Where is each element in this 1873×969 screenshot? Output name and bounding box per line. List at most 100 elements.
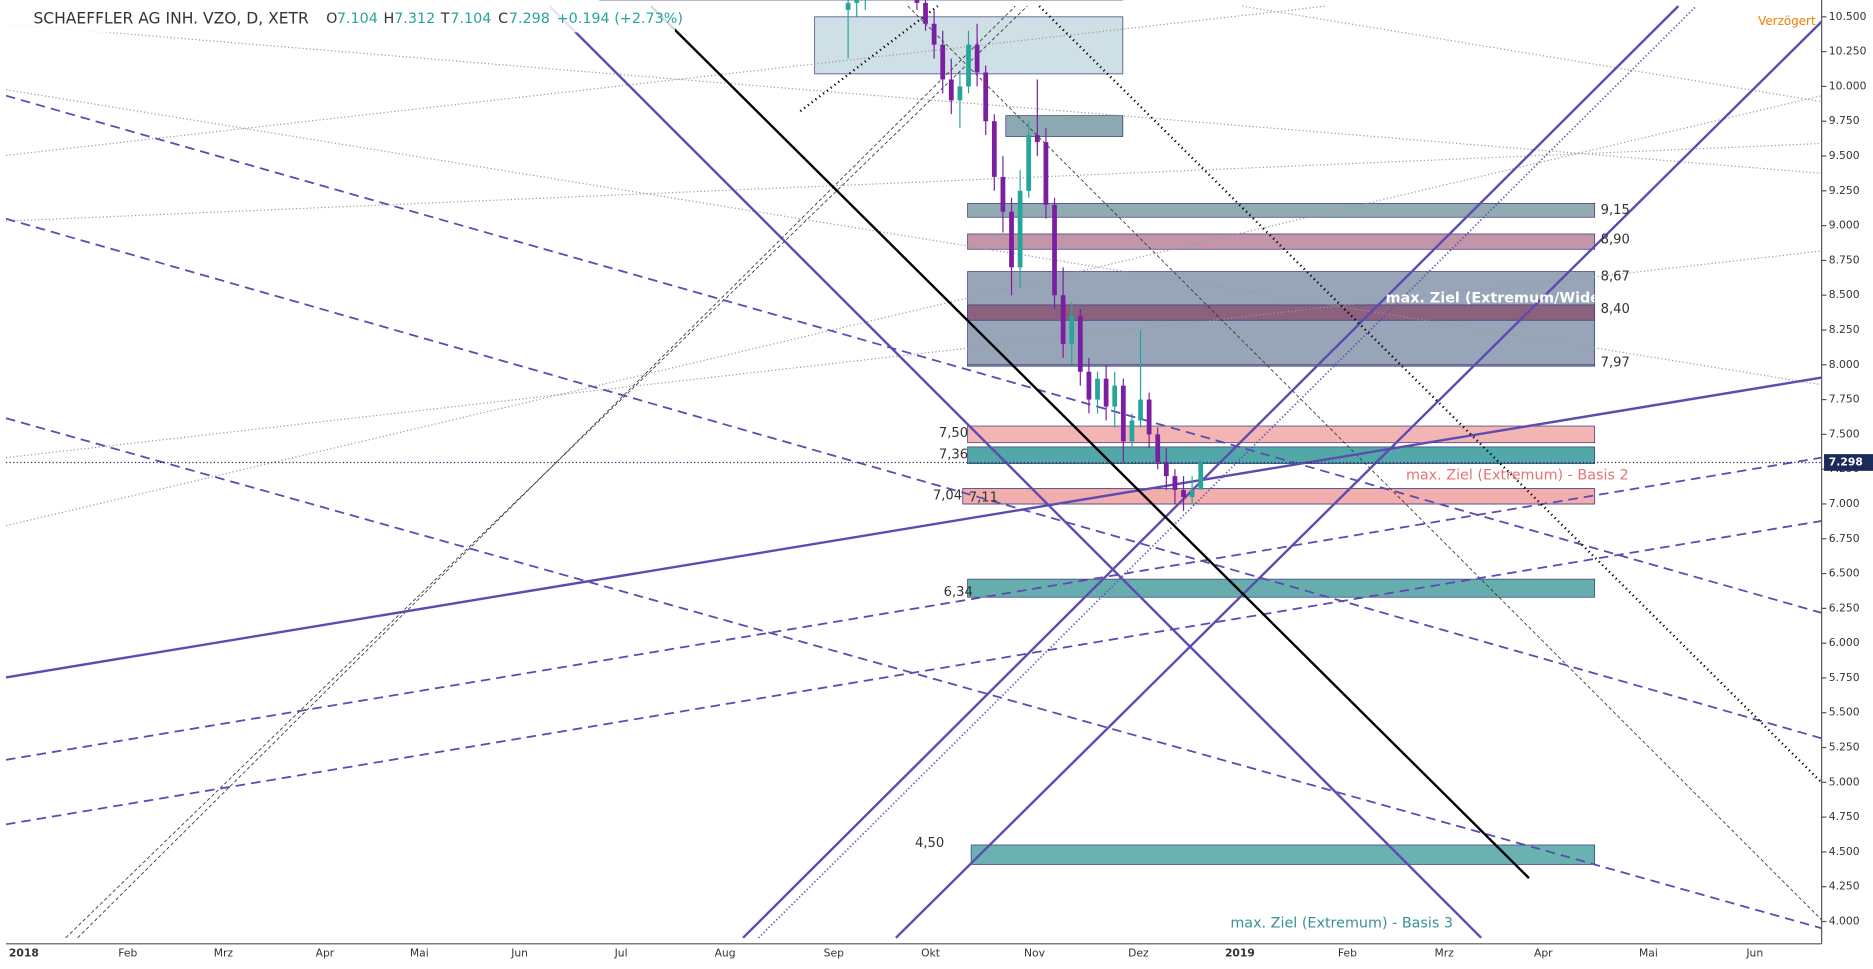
candle-body [931,23,937,45]
y-tick-label: 6.250 [1829,601,1860,614]
y-tick-label: 5.500 [1829,706,1860,719]
trend-lines [5,5,1822,939]
annotation: max. Ziel (Extremum) - Basis 3 [1230,915,1453,931]
x-tick-label: 2019 [1225,946,1255,959]
candle-body [1034,135,1040,143]
candles [845,0,1204,511]
delay-note: Verzögert [1758,14,1816,28]
trend-line [5,23,1822,174]
trend-line [5,456,1822,761]
zone [967,364,1596,367]
candle-body [1189,490,1195,498]
candle-body [966,44,971,87]
zone-label: 7,36 [939,448,968,463]
trend-line [5,376,1822,679]
zone [970,844,1596,865]
annotation-clip: max. Ziel (Extremum/Widerst [1386,291,1623,307]
zone [1005,115,1124,137]
candle-body [1155,434,1161,463]
x-tick-label: Apr [1534,946,1553,959]
x-tick-label: Jun [1745,946,1763,959]
candle-body [1017,190,1023,268]
trend-line [65,5,1028,939]
y-tick-label: 4.750 [1829,810,1860,823]
candle-body [1129,420,1135,442]
candle-body [940,44,946,80]
zone-label: 6,34 [944,585,973,600]
x-tick-label: Aug [715,946,736,959]
zone-label: 8,67 [1601,270,1630,285]
trend-line [895,20,1822,939]
y-tick-label: 5.250 [1829,741,1860,754]
y-tick-label: 6.750 [1829,532,1860,545]
last-price-label: 7.298 [1829,455,1863,468]
zone [967,446,1596,464]
x-tick-label: Feb [1338,946,1357,959]
zone [967,578,1596,598]
candle-body [1163,462,1169,477]
candle-body [1086,371,1092,400]
x-tick-label: Feb [118,946,137,959]
trend-line [548,5,1483,939]
y-tick-label: 8.250 [1829,323,1860,336]
y-tick-label: 8.500 [1829,288,1860,301]
y-tick-label: 10.000 [1829,79,1867,92]
symbol: SCHAEFFLER AG INH. VZO, D, XETR [33,10,309,28]
header-value: 7.298 [509,11,550,27]
candle-body [1146,399,1152,435]
x-tick-label: 2018 [9,946,39,959]
y-tick-label: 10.500 [1829,10,1867,23]
x-tick-label: Mrz [1434,946,1454,959]
candle-body [1000,176,1006,212]
header-label: C [498,11,508,27]
candle-body [923,2,928,24]
y-tick-label: 4.250 [1829,880,1860,893]
y-tick-label: 9.000 [1829,219,1860,232]
candle-body [983,72,989,122]
x-tick-label: Mai [1639,946,1658,959]
x-tick-label: Apr [316,946,335,959]
candle-body [845,2,851,10]
candle-body [1120,385,1126,442]
candle-body [1172,476,1178,491]
zone [967,233,1596,250]
trend-line [5,417,1822,930]
axes: 4.000 4.250 4.500 4.750 5.000 5.250 5.500 5.750… [9,10,1873,959]
y-tick-label: 9.250 [1829,184,1860,197]
y-tick-label: 8.750 [1829,253,1860,266]
candle-body [1198,462,1204,490]
zone-label: 7,04 [933,488,962,503]
zone-label: 7,11 [969,491,998,506]
y-tick-label: 9.500 [1829,149,1860,162]
annotation: max. Ziel (Extremum) - Basis 2 [1406,468,1629,484]
header: SCHAEFFLER AG INH. VZO, D, XETR O 7.104 … [5,3,683,33]
x-tick-label: Mai [410,946,429,959]
header-value: 7.104 [337,11,378,27]
candle-body [1043,142,1049,205]
y-tick-label: 7.000 [1829,497,1860,510]
x-tick-label: Okt [921,946,940,959]
zone-labels: 9,15 8,90 8,67 8,40 7,97 7,50 7,36 7,04 … [915,203,1630,851]
x-tick-label: Jul [614,946,628,959]
candle-body [854,0,860,3]
trend-line [5,217,1822,740]
zone-label: 9,15 [1601,203,1630,218]
x-tick-label: Sep [824,946,844,959]
x-tick-label: Jun [510,946,528,959]
header-label: H [383,11,394,27]
annotation: max. Ziel (Extremum/Widerst [1386,291,1623,307]
candle-body [1077,316,1083,372]
candle-body [957,86,963,101]
trend-line [799,5,939,113]
trend-line [1242,5,1822,103]
candle-body [948,79,954,101]
zone [962,488,1596,505]
last-price-tag [1824,454,1873,471]
candle-body [1060,295,1066,344]
zone [967,425,1596,444]
y-tick-label: 7.500 [1829,427,1860,440]
y-tick-label: 10.250 [1829,45,1867,58]
header-bg [5,3,675,33]
y-tick-label: 7.750 [1829,393,1860,406]
